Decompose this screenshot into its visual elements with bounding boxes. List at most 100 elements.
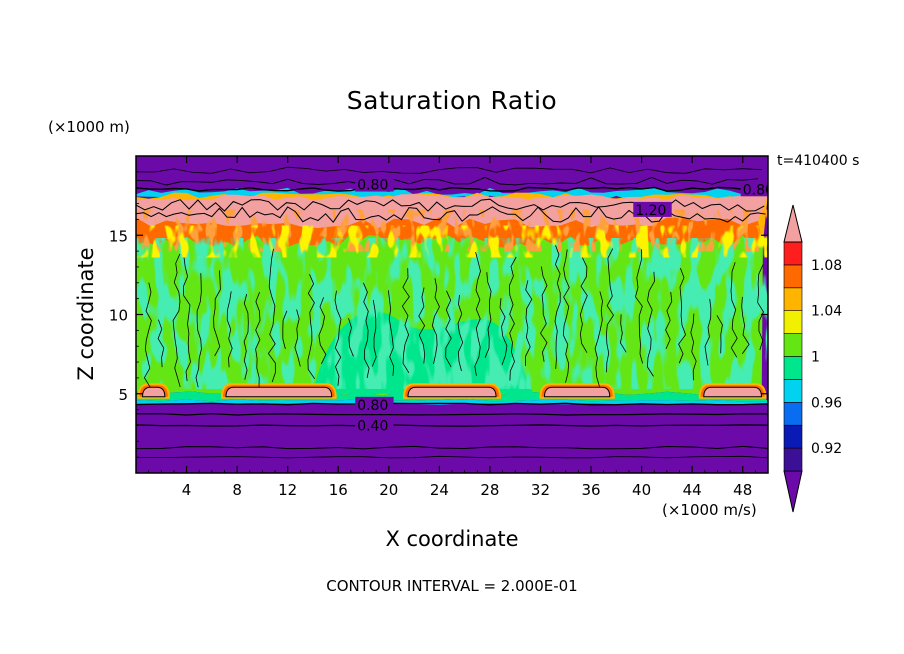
colorbar-label-0.92: 0.92 <box>811 441 842 457</box>
contour-strand-13 <box>307 274 316 380</box>
contour-low <box>136 455 768 459</box>
low-cloud-core-5 <box>703 386 762 398</box>
contour-strand-1 <box>143 282 152 388</box>
contour-strand-43 <box>716 315 723 354</box>
y-tick-label-10: 10 <box>109 307 128 325</box>
contour-strand-7 <box>226 291 233 368</box>
low-cloud-core-1 <box>142 386 166 398</box>
colorbar-swatch-8 <box>783 287 803 311</box>
x-tick-label-12: 12 <box>278 481 297 499</box>
y-tick-label-5: 5 <box>118 386 128 404</box>
contour-strand-22 <box>431 278 440 364</box>
contour-strand-4 <box>183 257 191 382</box>
contour-strand-6 <box>213 270 221 357</box>
lower-cyan-edge <box>136 399 768 405</box>
colorbar-swatch-3 <box>783 401 803 426</box>
colorbar-label-0.96: 0.96 <box>811 395 842 411</box>
low-cloud-core-4 <box>543 386 611 398</box>
contour-label-bg-2 <box>740 181 768 197</box>
colorbar-lower-arrow <box>783 470 803 513</box>
colorbar-swatch-7 <box>783 310 803 334</box>
contour-upper-1 <box>136 166 762 174</box>
contour-strand-46 <box>757 264 764 351</box>
contour-strand-25 <box>474 251 481 376</box>
colorbar-swatch-10 <box>783 241 803 266</box>
x-tick-label-44: 44 <box>683 481 702 499</box>
contour-strand-24 <box>457 294 464 372</box>
contour-strand-18 <box>371 299 377 367</box>
y-tick-label-15: 15 <box>109 227 128 245</box>
x-tick-label-16: 16 <box>329 481 348 499</box>
contour-strand-39 <box>665 291 673 350</box>
x-tick-label-32: 32 <box>531 481 550 499</box>
contour-strand-36 <box>619 314 627 353</box>
contour-label-bg-3 <box>633 201 672 217</box>
contour-0-80-lower <box>136 402 768 406</box>
colorbar-label-1.04: 1.04 <box>811 304 842 320</box>
contour-label-2: 0.80 <box>743 182 774 198</box>
y-axis-unit: (×1000 m) <box>48 118 130 136</box>
contour-strand-38 <box>646 271 655 377</box>
contour-strand-20 <box>401 268 410 374</box>
colorbar-upper-arrow <box>783 204 803 243</box>
time-label: t=410400 s <box>777 153 860 169</box>
colorbar-swatch-4 <box>783 379 803 403</box>
contour-strand-10 <box>267 248 276 383</box>
x-tick-label-8: 8 <box>232 481 242 499</box>
contour-strand-17 <box>363 282 370 378</box>
x-tick-label-4: 4 <box>182 481 192 499</box>
contour-label-bg-4 <box>355 396 394 412</box>
contour-1-20-b <box>136 206 766 224</box>
contour-strand-45 <box>741 296 750 355</box>
contour-label-1: 0.80 <box>357 178 388 194</box>
low-cloud-core-3 <box>407 386 497 398</box>
contour-strand-5 <box>195 273 202 388</box>
chart-title: Saturation Ratio <box>346 86 558 115</box>
contour-strand-12 <box>294 309 301 367</box>
x-tick-label-36: 36 <box>581 481 600 499</box>
contour-strand-32 <box>562 249 570 383</box>
contour-0-60 <box>136 413 768 416</box>
colorbar-label-1: 1 <box>811 350 820 366</box>
contour-strand-27 <box>499 298 508 365</box>
contour-strand-15 <box>334 290 342 386</box>
contour-strand-23 <box>445 290 452 368</box>
contour-strand-40 <box>678 267 687 364</box>
x-tick-label-40: 40 <box>632 481 651 499</box>
contour-strand-28 <box>508 256 517 381</box>
contour-0-80-upper <box>136 186 768 192</box>
contour-strand-35 <box>605 248 614 373</box>
contour-strand-9 <box>255 291 261 388</box>
transition-texture <box>136 225 768 258</box>
contour-strand-30 <box>540 266 548 362</box>
plume-texture <box>136 238 768 389</box>
contour-strand-16 <box>348 318 354 357</box>
contour-lines: 0.80 0.80 1.20 0.80 0.40 <box>136 166 774 459</box>
contour-strand-3 <box>172 253 181 388</box>
contour-strand-41 <box>690 313 697 381</box>
contour-strand-14 <box>318 297 327 365</box>
x-tick-label-24: 24 <box>430 481 449 499</box>
contour-strand-42 <box>704 298 712 366</box>
contour-0-40 <box>136 424 768 427</box>
x-axis-unit: (×1000 m/s) <box>662 501 757 519</box>
contour-label-5: 0.40 <box>357 418 388 434</box>
colorbar-label-1.08: 1.08 <box>811 258 842 274</box>
colorbar-swatch-9 <box>783 264 803 289</box>
contour-label-bg-5 <box>355 417 394 433</box>
low-cloud-core-2 <box>225 386 333 398</box>
contour-strand-8 <box>243 293 249 380</box>
contour-label-3: 1.20 <box>635 203 666 219</box>
contour-strand-11 <box>282 310 288 350</box>
colorbar-swatch-2 <box>783 424 803 449</box>
x-tick-label-20: 20 <box>379 481 398 499</box>
contour-strand-33 <box>579 257 588 353</box>
colorbar-swatch-5 <box>783 356 803 380</box>
x-tick-label-48: 48 <box>733 481 752 499</box>
contour-strand-37 <box>635 249 643 364</box>
contour-strand-44 <box>730 262 738 358</box>
contour-upper-2 <box>136 176 758 186</box>
x-tick-label-28: 28 <box>480 481 499 499</box>
